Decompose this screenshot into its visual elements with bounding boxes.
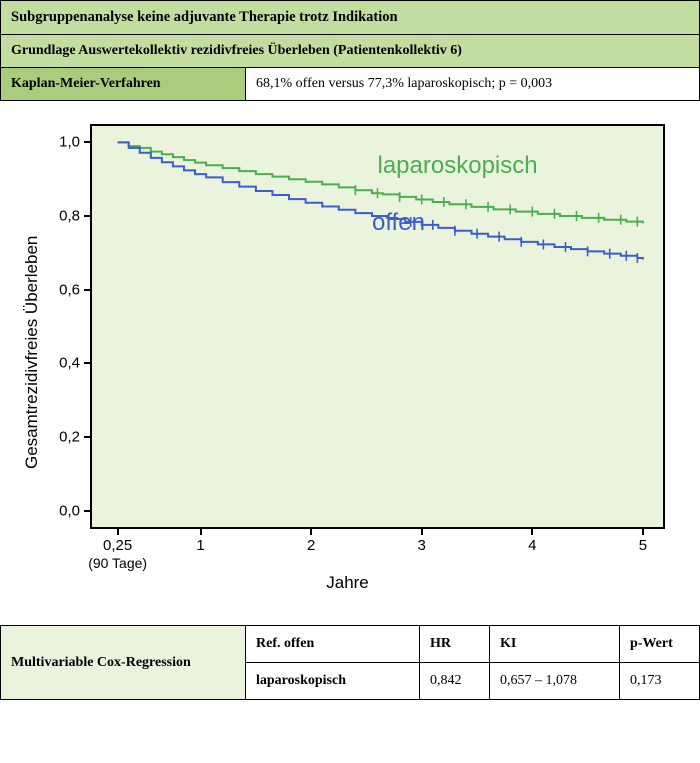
cox-col-hr: HR (420, 626, 490, 663)
cox-row-label: laparoskopisch (246, 663, 420, 700)
cox-row-p: 0,173 (620, 663, 700, 700)
cox-col-ki: KI (490, 626, 620, 663)
cox-row-hr: 0,842 (420, 663, 490, 700)
cox-table: Multivariable Cox-Regression Ref. offen … (0, 625, 700, 700)
cox-col-ref: Ref. offen (246, 626, 420, 663)
km-result-text: 68,1% offen versus 77,3% laparoskopisch;… (246, 68, 700, 101)
cox-title: Multivariable Cox-Regression (1, 626, 246, 700)
header-line1: Subgruppenanalyse keine adjuvante Therap… (1, 1, 700, 35)
header-table: Subgruppenanalyse keine adjuvante Therap… (0, 0, 700, 101)
km-chart: 0,00,20,40,60,81,00,2512345(90 Tage)Jahr… (0, 109, 695, 609)
km-method-label: Kaplan-Meier-Verfahren (1, 68, 246, 101)
series-label-laparoskopisch: laparoskopisch (378, 152, 538, 180)
km-curves (0, 109, 695, 609)
cox-col-p: p-Wert (620, 626, 700, 663)
series-label-offen: offen (372, 209, 425, 237)
cox-row-ki: 0,657 – 1,078 (490, 663, 620, 700)
header-line2: Grundlage Auswertekollektiv rezidivfreie… (1, 35, 700, 68)
